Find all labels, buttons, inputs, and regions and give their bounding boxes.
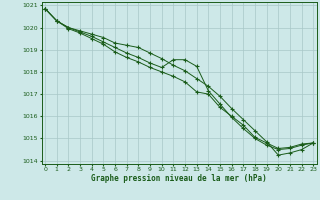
X-axis label: Graphe pression niveau de la mer (hPa): Graphe pression niveau de la mer (hPa) bbox=[91, 174, 267, 183]
